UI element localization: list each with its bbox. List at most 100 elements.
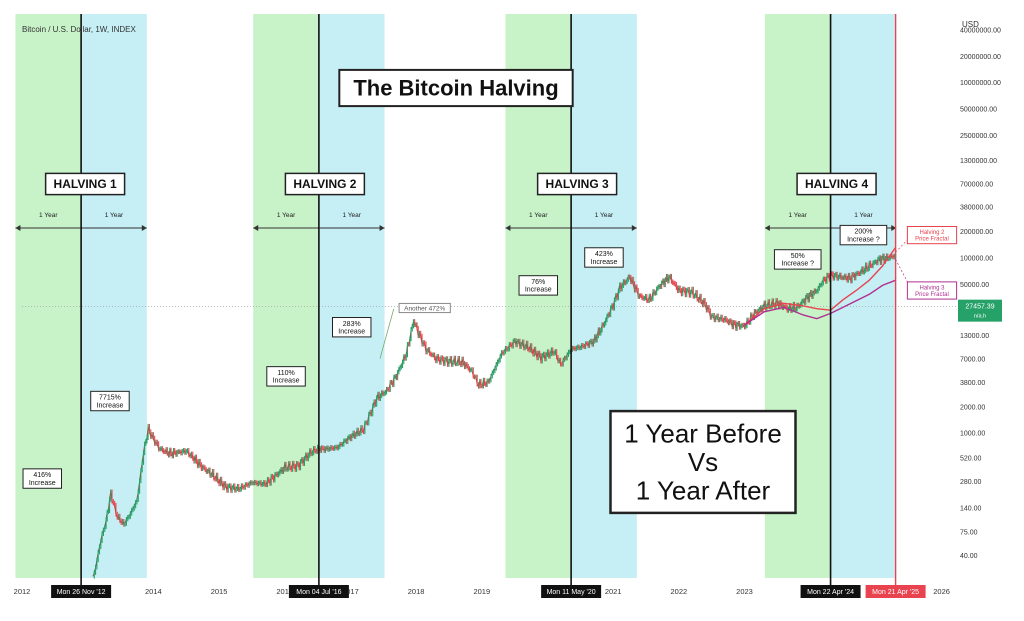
annotation-arrow-1 bbox=[379, 308, 395, 359]
year-before-label-2: 1 Year bbox=[277, 212, 296, 219]
y-tick-label: 75.00 bbox=[960, 529, 978, 536]
future-date-badge bbox=[865, 585, 926, 598]
after-increase-label-4-text: Increase ? bbox=[847, 236, 880, 243]
x-tick-label: 2021 bbox=[605, 587, 622, 596]
year-after-label-3: 1 Year bbox=[595, 212, 614, 219]
after-increase-label-2-box bbox=[331, 317, 372, 338]
before-increase-label-4: 50%Increase ? bbox=[773, 249, 822, 270]
fractal-label-1-text: Price Fractal bbox=[915, 236, 949, 242]
x-tick-label: 2018 bbox=[408, 587, 425, 596]
before-increase-label-4-text: 50% bbox=[791, 253, 805, 260]
halving-date-label-1: Mon 26 Nov '12 bbox=[57, 589, 106, 596]
future-date-label: Mon 21 Apr '25 bbox=[872, 589, 919, 596]
annotation-label-1: Another 472% bbox=[398, 302, 451, 314]
x-tick-label: 2019 bbox=[473, 587, 490, 596]
subtitle-text: 1 Year After bbox=[636, 476, 771, 506]
x-tick-label: 2015 bbox=[211, 587, 228, 596]
year-span-arrow-right-2 bbox=[379, 225, 385, 231]
after-increase-label-1: 7715%Increase bbox=[90, 390, 130, 412]
year-span-arrow-right-1 bbox=[141, 225, 147, 231]
fractal-label-1-box bbox=[906, 225, 958, 245]
before-zone-3 bbox=[505, 14, 572, 578]
y-tick-label: 380000.00 bbox=[960, 205, 993, 212]
halving-date-label-2: Mon 04 Jul '16 bbox=[296, 589, 341, 596]
x-tick-label: 2012 bbox=[14, 587, 31, 596]
y-tick-label: 520.00 bbox=[960, 456, 982, 463]
y-tick-label: 13000.00 bbox=[960, 333, 989, 340]
x-tick-label: 2016 bbox=[276, 587, 293, 596]
year-span-arrow-left-4 bbox=[764, 225, 770, 231]
chart-title-box bbox=[338, 68, 574, 108]
annotation-label-1-box bbox=[398, 302, 451, 314]
y-tick-label: 1000.00 bbox=[960, 431, 985, 438]
year-before-label-4: 1 Year bbox=[789, 212, 808, 219]
y-tick-label: 2000.00 bbox=[960, 404, 985, 411]
year-before-label-3: 1 Year bbox=[529, 212, 548, 219]
before-increase-label-1-box bbox=[22, 468, 63, 489]
halving-date-badge-2 bbox=[288, 585, 349, 598]
after-increase-label-1-text: Increase bbox=[97, 402, 124, 409]
before-increase-label-1: 416%Increase bbox=[22, 468, 63, 489]
year-span-arrow-right-4 bbox=[891, 225, 897, 231]
x-tick-label: 2014 bbox=[145, 587, 162, 596]
subtitle-text: 1 Year Before bbox=[624, 419, 782, 449]
y-axis-unit: USD bbox=[962, 20, 979, 29]
before-zone-2 bbox=[253, 14, 319, 578]
y-tick-label: 50000.00 bbox=[960, 282, 989, 289]
after-increase-label-3-box bbox=[584, 247, 624, 268]
y-tick-label: 1300000.00 bbox=[960, 158, 997, 165]
reference-price-badge bbox=[958, 299, 1002, 322]
year-after-label-4: 1 Year bbox=[854, 212, 873, 219]
year-span-arrow-left-2 bbox=[253, 225, 259, 231]
y-tick-label: 280.00 bbox=[960, 479, 982, 486]
halving-title-3-box bbox=[536, 172, 618, 196]
after-increase-label-3-text: 423% bbox=[595, 251, 613, 258]
y-tick-label: 140.00 bbox=[960, 506, 982, 513]
before-increase-label-3-text: Increase bbox=[525, 287, 552, 294]
reference-price-label: 27457.39 bbox=[965, 304, 994, 311]
fractal-label-2-box bbox=[906, 281, 958, 300]
x-tick-label: 2026 bbox=[933, 587, 950, 596]
subtitle-text: Vs bbox=[688, 447, 718, 477]
halving-title-2: HALVING 2 bbox=[284, 172, 366, 196]
before-increase-label-2-text: 110% bbox=[277, 370, 294, 377]
after-zone-4 bbox=[830, 14, 897, 578]
halving-title-3: HALVING 3 bbox=[536, 172, 618, 196]
year-span-arrow-left-1 bbox=[15, 225, 21, 231]
after-increase-label-3-text: Increase bbox=[591, 259, 618, 266]
halving-title-4-text: HALVING 4 bbox=[805, 177, 868, 191]
before-increase-label-4-box bbox=[773, 249, 822, 270]
year-after-label-2: 1 Year bbox=[343, 212, 362, 219]
y-tick-label: 40.00 bbox=[960, 553, 978, 560]
halving-date-badge-3 bbox=[541, 585, 602, 598]
chart-title-text: The Bitcoin Halving bbox=[353, 76, 558, 101]
y-tick-label: 700000.00 bbox=[960, 181, 993, 188]
halving-title-1-box bbox=[44, 172, 126, 196]
after-increase-label-1-box bbox=[90, 390, 130, 412]
after-increase-label-2-text: 283% bbox=[343, 321, 361, 328]
annotation-label-1-text: Another 472% bbox=[404, 305, 445, 312]
halving-title-2-box bbox=[284, 172, 366, 196]
y-tick-label: 5000000.00 bbox=[960, 107, 997, 114]
year-span-arrow-left-3 bbox=[505, 225, 511, 231]
halving-date-label-4: Mon 22 Apr '24 bbox=[807, 589, 854, 596]
after-increase-label-4: 200%Increase ? bbox=[839, 224, 888, 246]
x-tick-label: 2023 bbox=[736, 587, 753, 596]
chart-title: The Bitcoin Halving bbox=[338, 68, 574, 108]
before-increase-label-3: 76%Increase bbox=[518, 275, 559, 296]
halving-title-4: HALVING 4 bbox=[796, 172, 877, 196]
halving-date-label-3: Mon 11 May '20 bbox=[547, 589, 596, 596]
year-after-label-1: 1 Year bbox=[105, 212, 124, 219]
y-tick-label: 100000.00 bbox=[960, 255, 993, 262]
after-increase-label-4-text: 200% bbox=[854, 229, 872, 236]
after-increase-label-1-text: 7715% bbox=[99, 395, 121, 402]
y-tick-label: 20000000.00 bbox=[960, 54, 1001, 61]
after-increase-label-2: 283%Increase bbox=[331, 317, 372, 338]
after-increase-label-2-text: Increase bbox=[338, 329, 365, 336]
after-zone-2 bbox=[318, 14, 385, 578]
halving-date-badge-1 bbox=[51, 585, 112, 598]
after-increase-label-3: 423%Increase bbox=[584, 247, 624, 268]
before-increase-label-1-text: 416% bbox=[33, 472, 51, 479]
